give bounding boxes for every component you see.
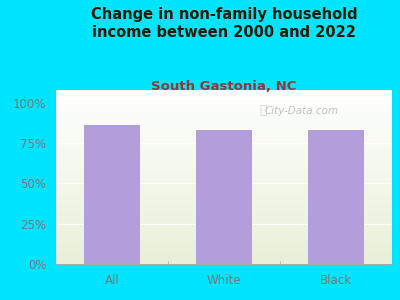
Bar bbox=[84, 125, 140, 264]
Text: Change in non-family household
income between 2000 and 2022: Change in non-family household income be… bbox=[91, 8, 357, 40]
Bar bbox=[196, 130, 252, 264]
Text: ⓘ: ⓘ bbox=[259, 104, 266, 117]
Bar bbox=[308, 130, 364, 264]
Text: City-Data.com: City-Data.com bbox=[264, 106, 338, 116]
Text: South Gastonia, NC: South Gastonia, NC bbox=[151, 80, 297, 92]
